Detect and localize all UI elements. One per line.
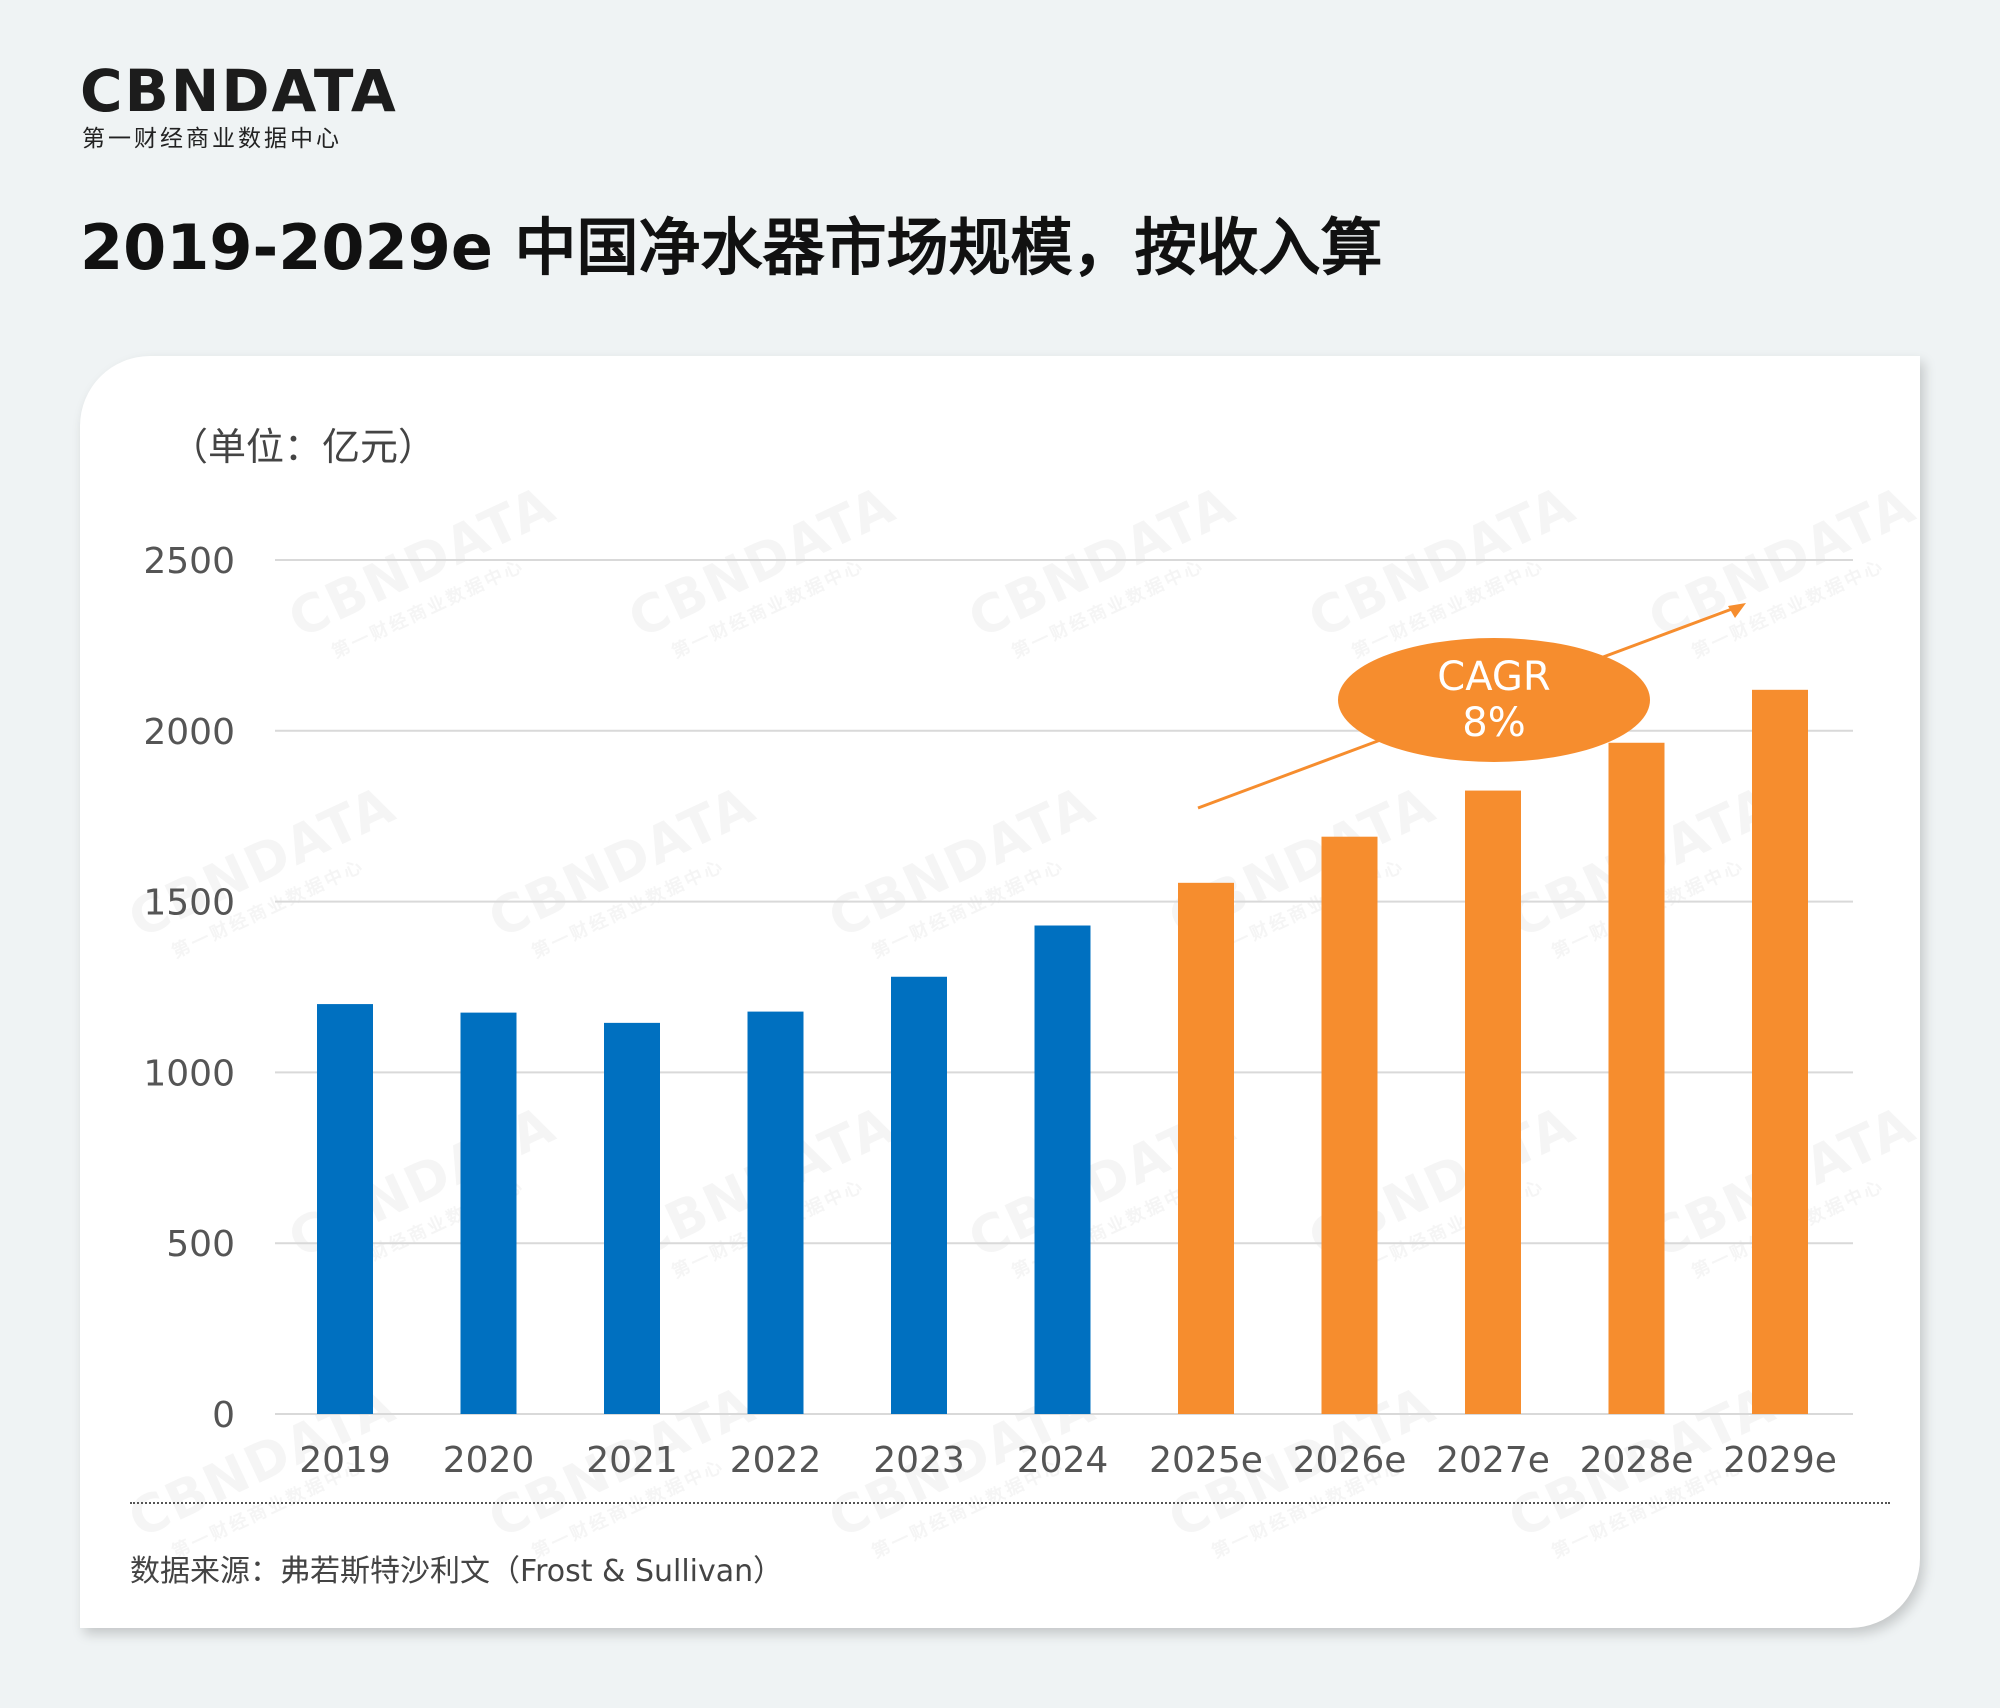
- bar-2020: [460, 1012, 517, 1414]
- bar-2022: [747, 1011, 804, 1414]
- bar-2023: [891, 976, 947, 1414]
- cagr-arrow-head: [1728, 603, 1746, 618]
- x-tick-label: 2027e: [1436, 1440, 1550, 1481]
- x-tick-label: 2026e: [1293, 1440, 1407, 1481]
- x-tick-label: 2023: [873, 1440, 965, 1481]
- bar-2027e: [1465, 790, 1521, 1414]
- unit-label: （单位：亿元）: [170, 425, 437, 469]
- brand-logo: CBNDATA 第一财经商业数据中心: [80, 62, 440, 162]
- x-tick-label: 2028e: [1580, 1440, 1694, 1481]
- cagr-value: 8%: [1462, 700, 1526, 746]
- cagr-label: CAGR: [1437, 654, 1551, 700]
- bar-2021: [604, 1022, 660, 1414]
- bar-2019: [317, 1004, 373, 1414]
- bar-chart: 0 500 1000 1500 2000 2500 2019 2020 2021 2022 2023…: [143, 541, 1853, 1481]
- source-divider: [130, 1502, 1890, 1504]
- x-tick-label: 2021: [586, 1440, 678, 1481]
- bar-2024: [1034, 925, 1091, 1414]
- y-tick-label: 0: [212, 1395, 235, 1436]
- x-tick-label: 2024: [1017, 1440, 1109, 1481]
- x-tick-label: 2022: [730, 1440, 822, 1481]
- bar-2025e: [1178, 882, 1234, 1414]
- x-tick-label: 2019: [299, 1440, 391, 1481]
- x-tick-label: 2029e: [1723, 1440, 1837, 1481]
- logo-subtitle: 第一财经商业数据中心: [82, 126, 342, 152]
- cagr-badge: CAGR 8%: [1338, 638, 1650, 762]
- y-tick-label: 1000: [143, 1053, 235, 1094]
- y-tick-label: 2000: [143, 712, 235, 753]
- y-tick-label: 2500: [143, 541, 235, 582]
- y-tick-label: 1500: [143, 883, 235, 924]
- x-tick-label: 2025e: [1149, 1440, 1263, 1481]
- x-tick-label: 2020: [443, 1440, 535, 1481]
- bar-2026e: [1321, 836, 1378, 1414]
- source-note: 数据来源：弗若斯特沙利文（Frost & Sullivan）: [130, 1554, 784, 1589]
- bar-2029e: [1752, 689, 1808, 1414]
- chart-card: CBNDATA 第一财经商业数据中心 CBNDATA 第一财经商业数据中心 CBNDAT…: [80, 356, 1920, 1628]
- bar-2028e: [1608, 742, 1665, 1414]
- y-tick-label: 500: [166, 1224, 235, 1265]
- page-title: 2019-2029e 中国净水器市场规模，按收入算: [80, 211, 1383, 284]
- logo-text: CBNDATA: [80, 57, 398, 125]
